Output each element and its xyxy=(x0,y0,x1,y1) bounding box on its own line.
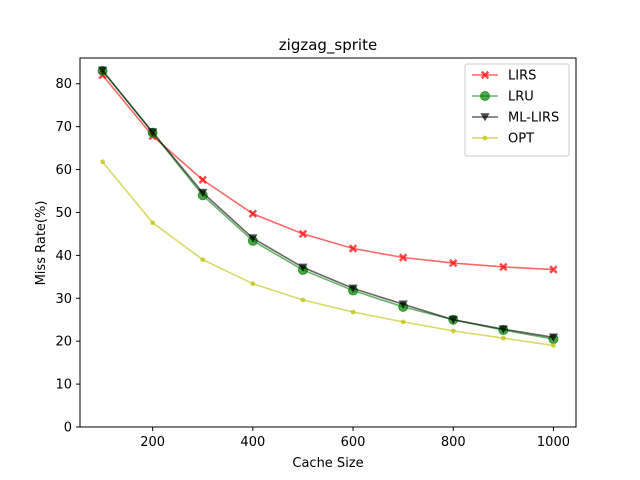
chart-title: zigzag_sprite xyxy=(279,36,377,55)
x-axis-label: Cache Size xyxy=(292,456,363,471)
data-point-lirs xyxy=(198,175,207,185)
data-point-opt xyxy=(400,319,406,325)
axes: 200 400 600 800 1000 0 10 20 30 40 50 60 70 80 xyxy=(55,57,577,450)
y-tick-label: 0 xyxy=(64,421,72,436)
legend-item-lru: LRU xyxy=(472,90,534,105)
series-line-lirs xyxy=(101,74,554,271)
legend-label: LRU xyxy=(508,90,534,105)
legend: LIRS LRU ML-LIRS OPT xyxy=(464,63,570,157)
data-point-opt xyxy=(500,335,506,341)
y-tick-label: 20 xyxy=(55,335,72,350)
data-point-opt xyxy=(100,159,105,165)
data-point-lirs xyxy=(298,229,308,239)
legend-item-ml-lirs: ML-LIRS xyxy=(472,111,559,126)
x-tick-label: 400 xyxy=(240,435,265,450)
series-opt xyxy=(100,159,556,348)
y-tick-label: 80 xyxy=(55,77,72,92)
data-point-ml-lirs xyxy=(198,188,208,198)
data-point-lirs xyxy=(549,265,558,274)
series-ml-lirs xyxy=(97,66,559,342)
data-point-ml-lirs xyxy=(448,315,458,325)
legend-item-lirs: LIRS xyxy=(472,69,536,84)
y-tick-label: 70 xyxy=(55,120,72,135)
y-tick-label: 50 xyxy=(55,206,72,221)
data-point-ml-lirs xyxy=(498,325,508,334)
data-point-ml-lirs xyxy=(248,234,258,243)
x-tick-label: 800 xyxy=(441,435,466,450)
series-line-ml-lirs xyxy=(101,69,554,339)
legend-marker xyxy=(482,135,488,141)
y-tick-label: 30 xyxy=(55,292,72,307)
legend-marker xyxy=(480,91,490,101)
data-point-ml-lirs xyxy=(148,128,158,137)
data-point-opt xyxy=(450,328,456,334)
data-point-opt xyxy=(551,343,556,348)
x-tick-label: 200 xyxy=(140,435,165,450)
data-point-opt xyxy=(250,281,256,287)
data-point-opt xyxy=(150,220,156,226)
data-point-ml-lirs xyxy=(298,263,308,272)
data-point-opt xyxy=(200,257,206,263)
legend-box xyxy=(464,63,570,157)
data-point-opt xyxy=(300,297,306,303)
legend-label: ML-LIRS xyxy=(508,111,559,126)
legend-item-opt: OPT xyxy=(472,132,534,147)
legend-label: LIRS xyxy=(508,69,536,84)
data-point-lirs xyxy=(499,262,508,272)
y-tick-label: 60 xyxy=(55,163,72,178)
x-tick-label: 600 xyxy=(341,435,366,450)
y-axis-label: Miss Rate(%) xyxy=(34,201,49,286)
data-point-ml-lirs xyxy=(348,284,358,293)
legend-marker xyxy=(480,113,490,122)
axes-frame xyxy=(79,57,577,428)
x-tick-label: 1000 xyxy=(537,435,570,450)
series-line-opt xyxy=(101,161,554,347)
series-lirs xyxy=(98,70,558,274)
data-point-lirs xyxy=(248,209,258,218)
data-point-ml-lirs xyxy=(97,66,108,75)
plot-area xyxy=(97,65,559,348)
legend-label: OPT xyxy=(508,132,534,147)
y-tick-label: 10 xyxy=(55,378,72,393)
legend-marker xyxy=(480,70,490,80)
data-point-ml-lirs xyxy=(548,333,559,342)
data-point-opt xyxy=(350,309,356,315)
data-point-ml-lirs xyxy=(398,300,408,309)
data-point-lirs xyxy=(348,244,358,253)
data-point-lirs xyxy=(398,253,408,262)
y-tick-label: 40 xyxy=(55,249,72,264)
data-point-lirs xyxy=(449,258,458,268)
